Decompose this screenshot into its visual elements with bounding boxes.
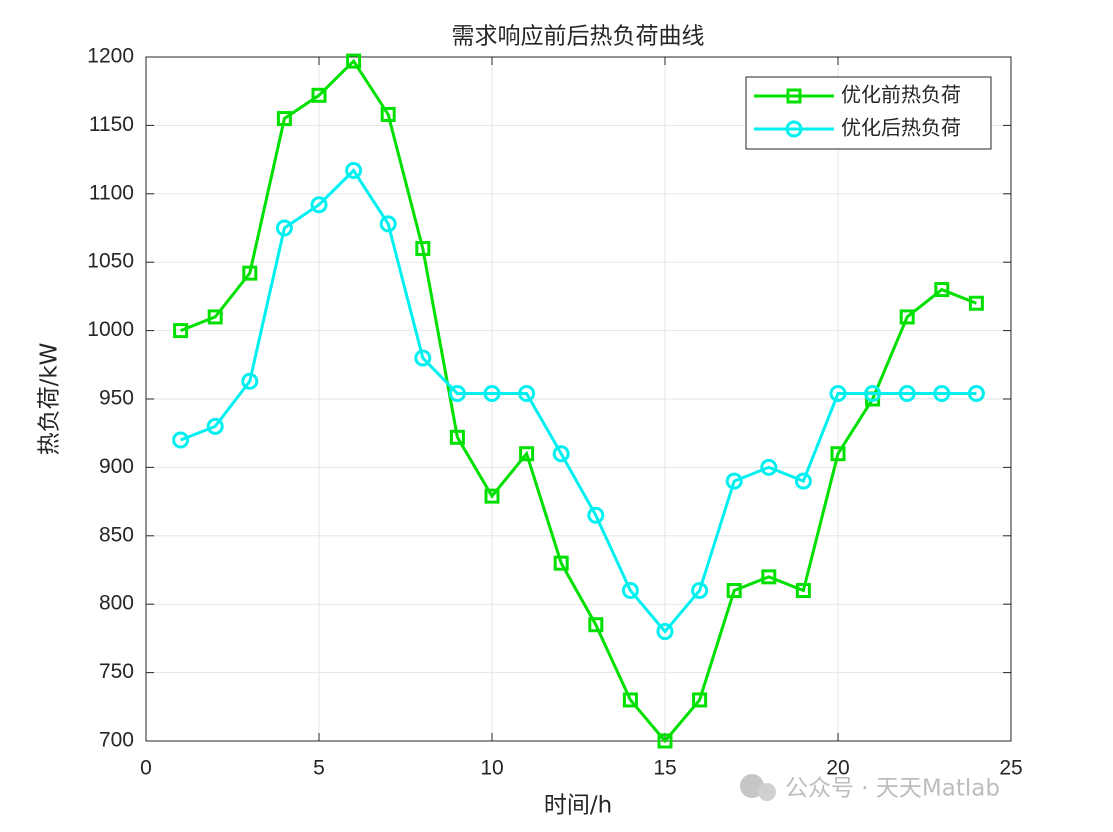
x-tick-label: 10: [480, 757, 503, 780]
data-point: [172, 431, 190, 449]
watermark: 公众号 · 天天Matlab: [740, 774, 1000, 802]
data-point: [206, 417, 224, 435]
data-point: [725, 472, 743, 490]
data-point: [933, 385, 951, 403]
y-tick-label: 950: [99, 387, 134, 410]
data-point: [311, 87, 327, 103]
x-tick-label: 0: [140, 757, 152, 780]
chart-title: 需求响应前后热负荷曲线: [452, 24, 705, 50]
data-point: [275, 219, 293, 237]
data-point: [760, 458, 778, 476]
axes-box: [145, 56, 1012, 742]
y-tick-label: 1100: [89, 181, 134, 204]
y-tick-label: 800: [99, 592, 134, 615]
legend-marker: [786, 88, 802, 104]
data-point: [553, 555, 569, 571]
data-point: [310, 196, 328, 214]
data-point: [830, 446, 846, 462]
y-tick-label: 900: [99, 455, 134, 478]
data-point: [622, 692, 638, 708]
data-point: [276, 111, 292, 127]
y-tick-label: 700: [99, 729, 134, 752]
data-point: [761, 569, 777, 585]
data-point: [380, 106, 396, 122]
y-tick-label: 1150: [89, 113, 134, 136]
data-point: [829, 385, 847, 403]
legend-marker: [785, 120, 803, 138]
y-tick-label: 1200: [87, 45, 134, 68]
data-point: [448, 385, 466, 403]
data-point: [242, 265, 258, 281]
y-tick-label: 1000: [87, 318, 134, 341]
data-point: [726, 583, 742, 599]
data-point: [692, 692, 708, 708]
data-point: [967, 385, 985, 403]
data-point: [934, 282, 950, 298]
data-point: [691, 582, 709, 600]
y-tick-label: 1050: [87, 250, 134, 273]
data-point: [621, 582, 639, 600]
x-tick-label: 15: [653, 757, 676, 780]
data-point: [379, 215, 397, 233]
watermark-text: 公众号 · 天天Matlab: [785, 776, 1000, 802]
data-point: [968, 295, 984, 311]
data-point: [345, 162, 363, 180]
data-point: [519, 446, 535, 462]
y-tick-label: 750: [99, 660, 134, 683]
data-point: [449, 429, 465, 445]
data-point: [415, 241, 431, 257]
data-point: [414, 349, 432, 367]
x-tick-label: 20: [826, 757, 849, 780]
data-point: [552, 445, 570, 463]
data-point: [588, 617, 604, 633]
x-tick-label: 5: [313, 757, 325, 780]
data-point: [657, 733, 673, 749]
data-point: [795, 583, 811, 599]
data-point: [207, 309, 223, 325]
x-tick-label: 25: [999, 757, 1022, 780]
data-point: [656, 623, 674, 641]
data-point: [173, 323, 189, 339]
watermark-icon: [758, 783, 776, 801]
data-point: [241, 372, 259, 390]
data-point: [346, 53, 362, 69]
data-point: [483, 385, 501, 403]
legend-label: 优化后热负荷: [841, 116, 961, 140]
data-point: [898, 385, 916, 403]
y-axis-label: 热负荷/kW: [37, 343, 63, 456]
data-point: [899, 309, 915, 325]
data-point: [864, 385, 882, 403]
legend-label: 优化前热负荷: [841, 83, 961, 107]
data-point: [587, 506, 605, 524]
data-point: [518, 385, 536, 403]
x-axis-label: 时间/h: [544, 793, 612, 819]
data-point: [484, 488, 500, 504]
y-tick-label: 850: [99, 523, 134, 546]
data-point: [794, 472, 812, 490]
